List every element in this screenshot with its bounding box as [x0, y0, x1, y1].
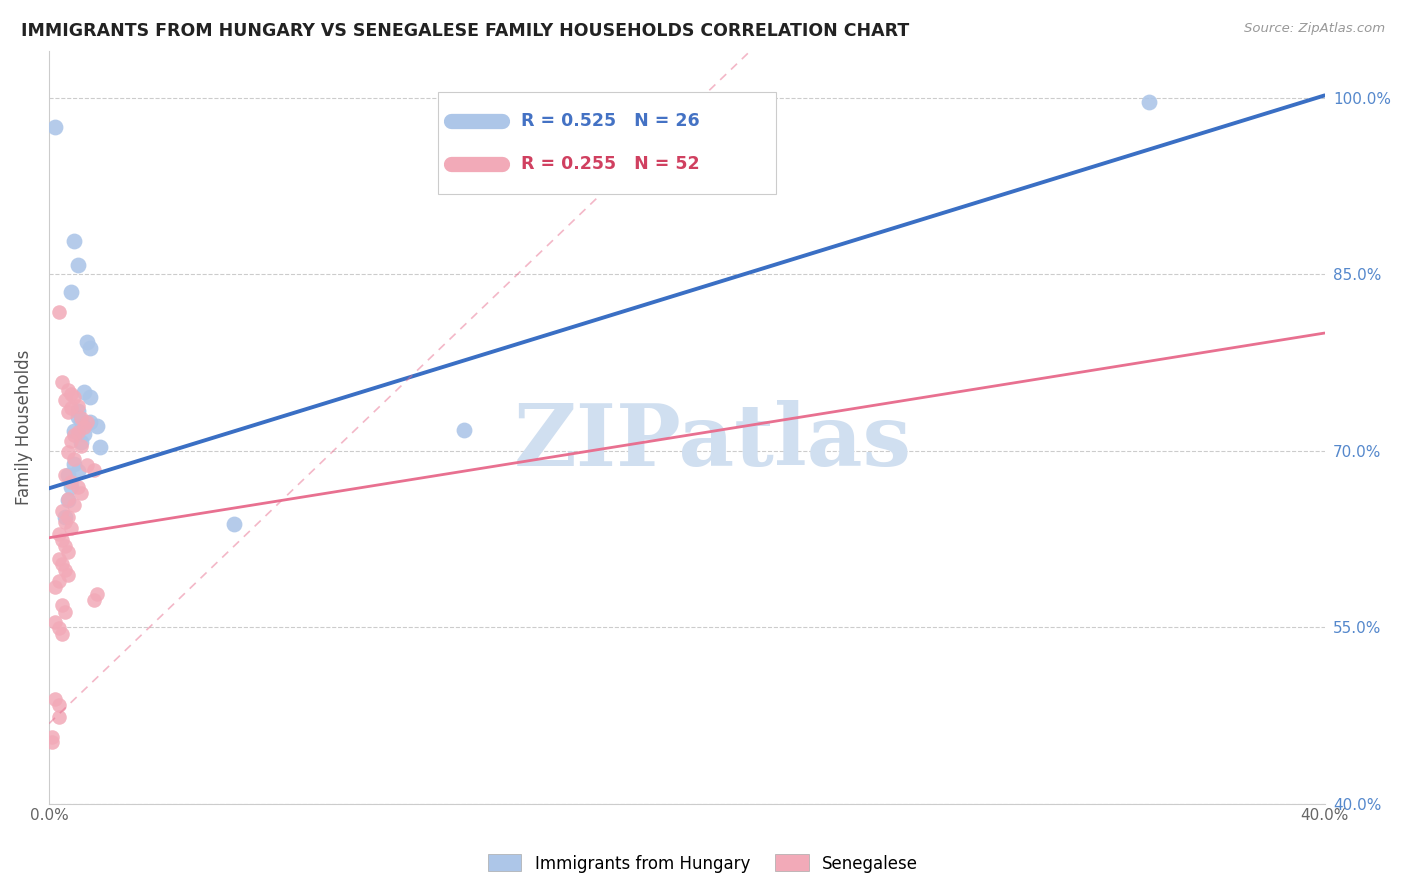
- Point: [73, 427, 96, 442]
- Point: [66, 464, 89, 478]
- Point: [222, 516, 245, 531]
- Point: [51, 504, 73, 518]
- Point: [41, 735, 63, 749]
- Point: [44, 692, 66, 706]
- Text: Source: ZipAtlas.com: Source: ZipAtlas.com: [1244, 22, 1385, 36]
- Point: [60, 480, 83, 494]
- Point: [1137, 95, 1160, 110]
- Point: [41, 730, 63, 744]
- Point: [66, 399, 89, 413]
- Point: [70, 414, 93, 428]
- Text: IMMIGRANTS FROM HUNGARY VS SENEGALESE FAMILY HOUSEHOLDS CORRELATION CHART: IMMIGRANTS FROM HUNGARY VS SENEGALESE FA…: [21, 22, 910, 40]
- Point: [53, 605, 76, 619]
- Point: [63, 428, 86, 442]
- Point: [60, 521, 83, 535]
- Point: [60, 475, 83, 490]
- Point: [53, 509, 76, 524]
- Point: [453, 423, 475, 437]
- Point: [79, 342, 101, 356]
- Point: [56, 383, 79, 397]
- Point: [63, 234, 86, 248]
- Point: [60, 285, 83, 299]
- Point: [56, 468, 79, 483]
- Point: [63, 457, 86, 471]
- Point: [63, 390, 86, 404]
- Point: [48, 305, 70, 319]
- FancyBboxPatch shape: [439, 92, 776, 194]
- Y-axis label: Family Households: Family Households: [15, 350, 32, 505]
- Point: [79, 416, 101, 430]
- Point: [66, 425, 89, 439]
- Text: R = 0.255   N = 52: R = 0.255 N = 52: [522, 154, 700, 173]
- Text: R = 0.525   N = 26: R = 0.525 N = 26: [522, 112, 700, 129]
- Point: [70, 439, 93, 453]
- Point: [51, 557, 73, 571]
- Legend: Immigrants from Hungary, Senegalese: Immigrants from Hungary, Senegalese: [481, 847, 925, 880]
- Point: [44, 580, 66, 594]
- Point: [56, 509, 79, 524]
- Point: [63, 498, 86, 512]
- Point: [66, 403, 89, 417]
- Point: [76, 335, 98, 350]
- Point: [83, 462, 105, 476]
- Point: [53, 393, 76, 408]
- Point: [51, 627, 73, 641]
- Point: [73, 384, 96, 399]
- Point: [44, 120, 66, 135]
- Point: [44, 615, 66, 630]
- Point: [51, 376, 73, 390]
- Point: [76, 458, 98, 472]
- Point: [60, 387, 83, 401]
- Point: [48, 574, 70, 589]
- Point: [48, 527, 70, 541]
- Text: ZIPatlas: ZIPatlas: [513, 401, 911, 484]
- Point: [56, 493, 79, 508]
- Point: [70, 435, 93, 450]
- Point: [83, 593, 105, 607]
- Point: [56, 445, 79, 459]
- Point: [79, 390, 101, 404]
- Point: [48, 709, 70, 723]
- Point: [86, 419, 108, 434]
- Point: [48, 621, 70, 635]
- Point: [60, 434, 83, 449]
- Point: [51, 533, 73, 547]
- Point: [56, 405, 79, 419]
- Point: [53, 516, 76, 530]
- Point: [48, 552, 70, 566]
- Point: [86, 587, 108, 601]
- Point: [66, 480, 89, 494]
- Point: [53, 539, 76, 553]
- Point: [73, 420, 96, 434]
- Point: [70, 486, 93, 500]
- Point: [66, 409, 89, 424]
- Point: [60, 401, 83, 416]
- Point: [89, 440, 111, 454]
- Point: [51, 598, 73, 612]
- Point: [56, 491, 79, 506]
- Point: [63, 451, 86, 466]
- Point: [70, 410, 93, 425]
- Point: [56, 545, 79, 559]
- Point: [56, 568, 79, 582]
- Point: [48, 698, 70, 712]
- Point: [63, 424, 86, 438]
- Point: [53, 468, 76, 483]
- Point: [76, 416, 98, 430]
- Point: [53, 562, 76, 576]
- Point: [66, 258, 89, 272]
